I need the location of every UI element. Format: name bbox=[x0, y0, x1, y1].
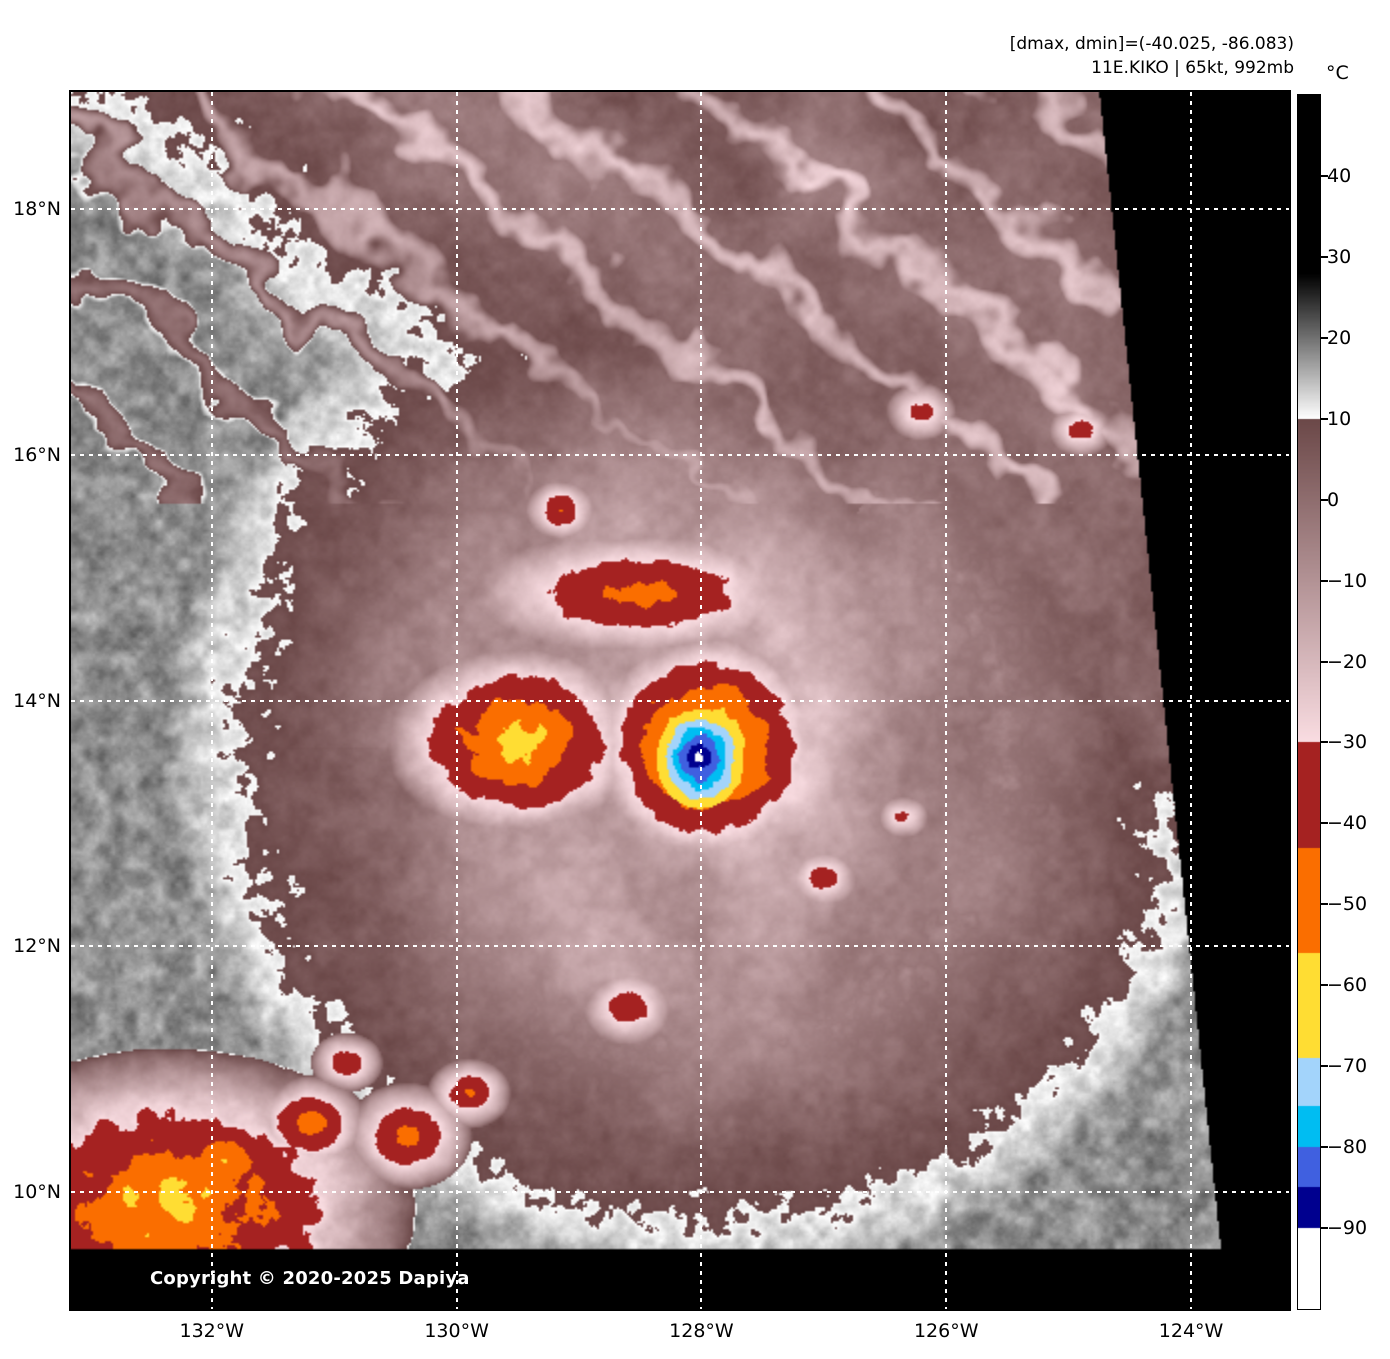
colorbar-tick-label: −50 bbox=[1327, 893, 1368, 916]
lat-tick-label: 18°N bbox=[13, 197, 61, 220]
colorbar-tick-label: −20 bbox=[1327, 650, 1368, 673]
data-minmax-label: [dmax, dmin]=(-40.025, -86.083) bbox=[1009, 34, 1294, 54]
colorbar-tick-label: −90 bbox=[1327, 1217, 1368, 1240]
colorbar-tick-mark bbox=[1321, 174, 1328, 177]
colorbar-tick-label: 10 bbox=[1327, 407, 1352, 430]
colorbar-tick-label: −30 bbox=[1327, 731, 1368, 754]
colorbar-tick-mark bbox=[1321, 417, 1328, 420]
colorbar-canvas bbox=[1298, 95, 1320, 1309]
colorbar-tick-label: 20 bbox=[1327, 326, 1352, 349]
colorbar-tick-mark bbox=[1321, 1065, 1328, 1068]
colorbar-tick-label: −60 bbox=[1327, 974, 1368, 997]
colorbar-tick-mark bbox=[1321, 741, 1328, 744]
lon-tick-label: 132°W bbox=[179, 1320, 245, 1342]
colorbar-tick-label: 0 bbox=[1327, 488, 1340, 511]
storm-info-label: 11E.KIKO | 65kt, 992mb bbox=[1091, 58, 1294, 78]
colorbar-tick-label: 40 bbox=[1327, 164, 1352, 187]
colorbar-tick-label: −70 bbox=[1327, 1055, 1368, 1078]
colorbar-tick-mark bbox=[1321, 822, 1328, 825]
lon-tick-label: 126°W bbox=[913, 1320, 979, 1342]
colorbar-tick-label: −40 bbox=[1327, 812, 1368, 835]
colorbar-tick-mark bbox=[1321, 1146, 1328, 1149]
lat-tick-label: 10°N bbox=[13, 1181, 61, 1204]
colorbar-unit-label: °C bbox=[1326, 62, 1349, 84]
colorbar-tick-mark bbox=[1321, 660, 1328, 663]
colorbar-tick-mark bbox=[1321, 255, 1328, 258]
colorbar-tick-mark bbox=[1321, 1227, 1328, 1230]
header-info-block: [dmax, dmin]=(-40.025, -86.083) 11E.KIKO… bbox=[1010, 32, 1294, 80]
lat-tick-label: 16°N bbox=[13, 443, 61, 466]
lat-tick-label: 14°N bbox=[13, 689, 61, 712]
satellite-imagery-canvas bbox=[71, 92, 1289, 1309]
colorbar-tick-mark bbox=[1321, 579, 1328, 582]
colorbar-tick-label: −80 bbox=[1327, 1136, 1368, 1159]
colorbar bbox=[1298, 95, 1320, 1309]
lat-tick-label: 12°N bbox=[13, 935, 61, 958]
colorbar-tick-mark bbox=[1321, 336, 1328, 339]
lon-tick-label: 130°W bbox=[424, 1320, 489, 1342]
colorbar-tick-mark bbox=[1321, 984, 1328, 987]
lon-tick-label: 128°W bbox=[669, 1320, 734, 1342]
satellite-image-panel: Copyright © 2020-2025 Dapiya bbox=[71, 92, 1289, 1309]
colorbar-tick-mark bbox=[1321, 903, 1328, 906]
copyright-label: Copyright © 2020-2025 Dapiya bbox=[150, 1268, 470, 1289]
colorbar-tick-mark bbox=[1321, 498, 1328, 501]
lon-tick-label: 124°W bbox=[1158, 1320, 1224, 1342]
colorbar-tick-label: 30 bbox=[1327, 245, 1352, 268]
colorbar-tick-label: −10 bbox=[1327, 569, 1368, 592]
